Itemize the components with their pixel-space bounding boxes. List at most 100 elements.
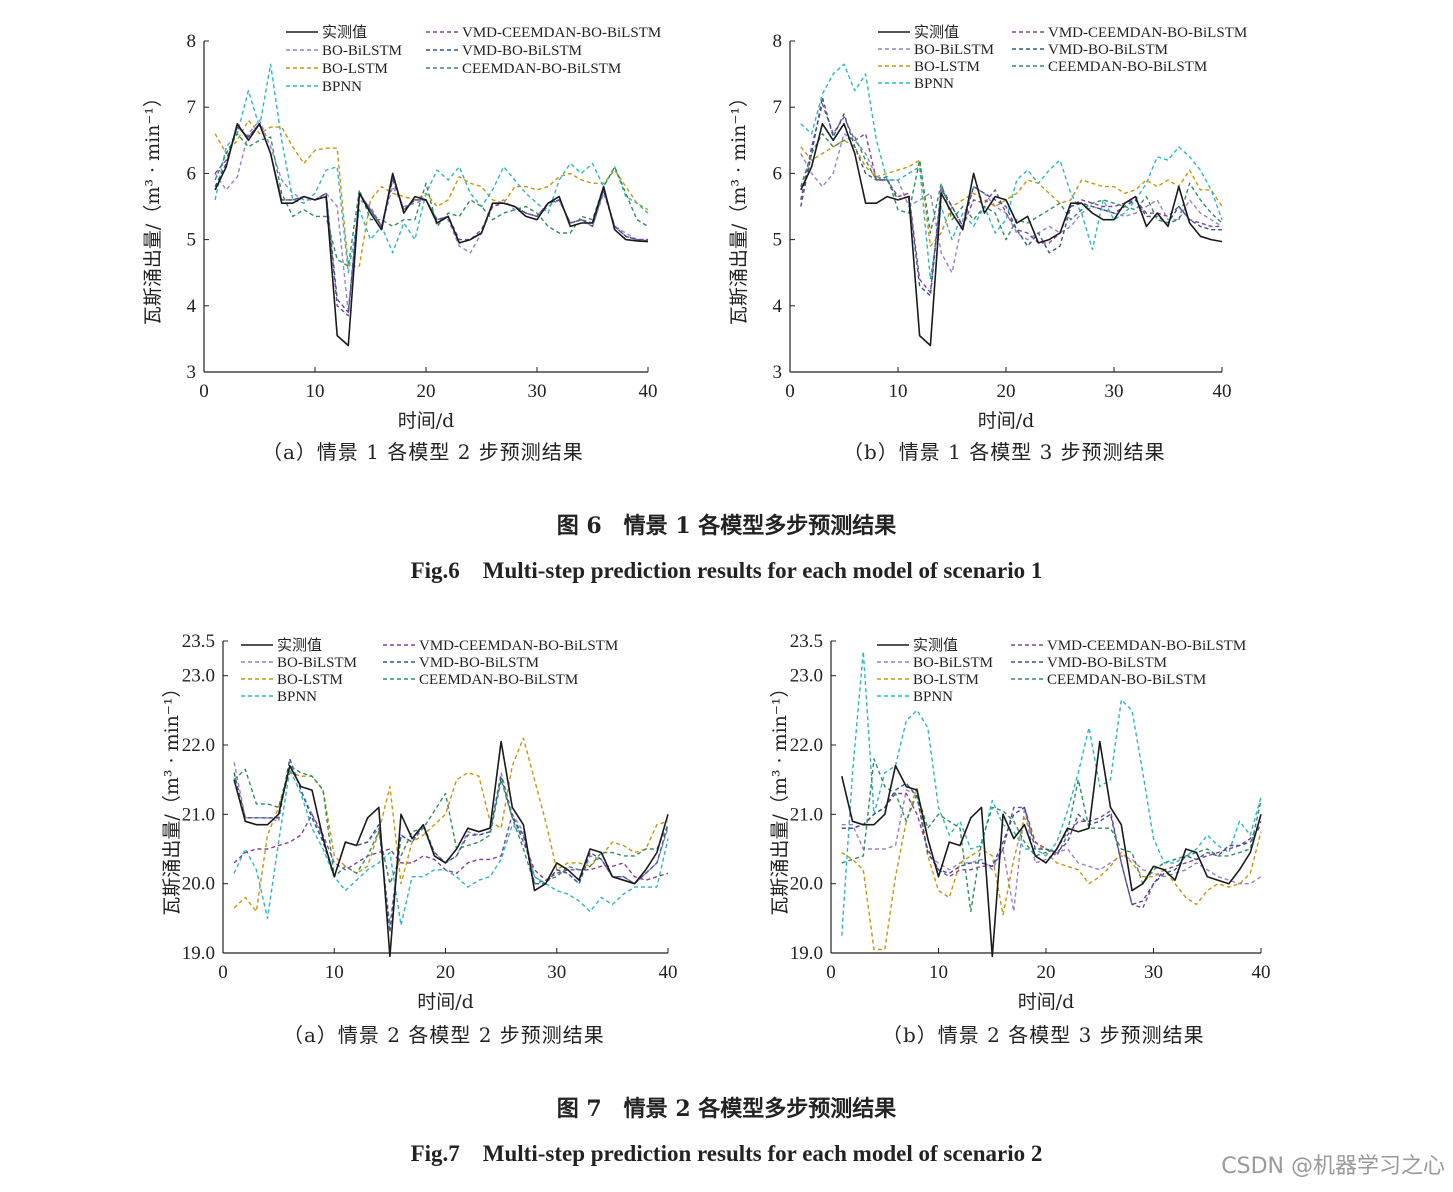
fig6a-legend-label-vmd_bo: VMD-BO-BiLSTM [462, 43, 582, 59]
fig7a-x-tick-label: 40 [659, 962, 678, 983]
fig7a-x-tick-label: 30 [547, 962, 566, 983]
fig6b-y-tick-label: 7 [773, 97, 783, 118]
fig7a-y-tick-label: 23.0 [182, 666, 215, 687]
fig6a-x-tick-label: 20 [417, 381, 436, 402]
fig7a-legend-label-bo_lstm: BO-LSTM [277, 672, 343, 688]
fig6a-series-vmd_ceemdan [214, 123, 648, 317]
fig6a-y-tick-label: 5 [187, 230, 197, 251]
fig7a-legend-label-actual: 实测值 [277, 637, 322, 654]
fig6b-x-tick-label: 40 [1213, 381, 1232, 402]
fig6b-legend-label-actual: 实测值 [914, 24, 959, 41]
fig6b-x-tick-label: 30 [1105, 381, 1124, 402]
fig7b-x-axis-title: 时间/d [1018, 991, 1075, 1013]
fig6a-series-vmd_bo [214, 123, 649, 314]
fig7b-legend-label-vmd_ceemdan: VMD-CEEMDAN-BO-BiLSTM [1047, 638, 1246, 654]
fig7a-subcaption: （a）情景 2 各模型 2 步预测结果 [283, 1023, 605, 1047]
fig7b-series-vmd_bo [841, 782, 1262, 906]
fig7b-y-tick-label: 22.0 [790, 735, 823, 756]
fig6a-x-tick-label: 40 [639, 381, 658, 402]
fig7b-y-tick-label: 20.0 [790, 874, 823, 895]
fig6b-y-tick-label: 5 [773, 230, 783, 251]
fig7a-legend-label-vmd_ceemdan: VMD-CEEMDAN-BO-BiLSTM [419, 638, 618, 654]
fig7b-x-tick-label: 30 [1144, 962, 1163, 983]
fig7a-legend-label-vmd_bo: VMD-BO-BiLSTM [419, 655, 539, 671]
fig7a-series-bo_bilstm [233, 758, 669, 926]
fig6a-series-actual [214, 123, 649, 347]
fig7b-subcaption: （b）情景 2 各模型 3 步预测结果 [882, 1023, 1205, 1047]
fig7-caption-cn: 图 7 情景 2 各模型多步预测结果 [556, 1096, 897, 1122]
fig6b-series-actual [800, 123, 1223, 347]
fig6b-legend-label-ceemdan_bo: CEEMDAN-BO-BiLSTM [1048, 59, 1207, 75]
fig6b-series-vmd_bo [800, 96, 1222, 297]
fig6a-subcaption: （a）情景 1 各模型 2 步预测结果 [262, 440, 584, 464]
fig6b-subcaption: （b）情景 1 各模型 3 步预测结果 [843, 440, 1166, 464]
fig6b-x-axis-title: 时间/d [978, 410, 1035, 432]
fig6-caption-cn: 图 6 情景 1 各模型多步预测结果 [556, 513, 897, 539]
fig6a-legend-label-vmd_ceemdan: VMD-CEEMDAN-BO-BiLSTM [462, 25, 661, 41]
fig6a-x-axis-title: 时间/d [398, 410, 455, 432]
fig6a-series-ceemdan_bo [214, 132, 649, 267]
fig6a-series-bo_bilstm [214, 119, 648, 314]
fig6b-legend-label-bo_lstm: BO-LSTM [914, 59, 980, 75]
fig7b-x-tick-label: 10 [929, 962, 948, 983]
fig6a-x-tick-label: 30 [528, 381, 547, 402]
fig7b-series-actual [841, 740, 1262, 958]
fig6b-x-tick-label: 10 [889, 381, 908, 402]
fig7a-y-tick-label: 20.0 [182, 874, 215, 895]
fig7b-y-tick-label: 23.5 [790, 631, 823, 652]
fig7a-legend-label-bo_bilstm: BO-BiLSTM [277, 655, 357, 671]
fig6b-y-tick-label: 8 [773, 31, 783, 52]
fig6a-legend-label-bo_bilstm: BO-BiLSTM [322, 43, 402, 59]
fig6a-y-tick-label: 8 [187, 31, 197, 52]
fig7a-x-axis-title: 时间/d [417, 991, 474, 1013]
fig6a-y-axis-title: 瓦斯涌出量/（m³ · min⁻¹） [142, 88, 164, 325]
fig7b-legend-label-bpnn: BPNN [913, 689, 953, 705]
fig6b-series-vmd_ceemdan [800, 103, 1222, 294]
fig6b-series-bo_bilstm [800, 132, 1223, 274]
fig7b-legend-label-actual: 实测值 [913, 637, 958, 654]
fig7a-series-vmd_ceemdan [233, 813, 669, 881]
fig7b-series-bo_lstm [841, 785, 1262, 951]
fig7b-y-tick-label: 21.0 [790, 804, 823, 825]
fig6b-y-tick-label: 6 [773, 163, 783, 184]
fig7b-legend-label-ceemdan_bo: CEEMDAN-BO-BiLSTM [1047, 672, 1206, 688]
fig7-caption-en: Fig.7 Multi-step prediction results for … [410, 1141, 1043, 1166]
fig7a-series-actual [233, 740, 669, 958]
fig7b-y-tick-label: 19.0 [790, 943, 823, 964]
fig6a-series-bo_lstm [214, 119, 649, 267]
fig7b-series-bpnn [841, 650, 1262, 936]
fig7a-legend-label-bpnn: BPNN [277, 689, 317, 705]
fig7a-y-tick-label: 21.0 [182, 804, 215, 825]
fig7b-legend-label-bo_bilstm: BO-BiLSTM [913, 655, 993, 671]
fig7b-legend-label-vmd_bo: VMD-BO-BiLSTM [1047, 655, 1167, 671]
fig7a-series-bo_lstm [233, 737, 669, 913]
fig6b-x-tick-label: 0 [785, 381, 795, 402]
fig7a-y-tick-label: 23.5 [182, 631, 215, 652]
fig6b-series-bpnn [800, 63, 1223, 280]
fig6a-x-tick-label: 10 [306, 381, 325, 402]
fig6-caption-en: Fig.6 Multi-step prediction results for … [410, 558, 1043, 583]
fig7a-series-vmd_bo [233, 758, 669, 933]
fig6b-legend-label-bo_bilstm: BO-BiLSTM [914, 42, 994, 58]
fig6a-legend-label-ceemdan_bo: CEEMDAN-BO-BiLSTM [462, 61, 621, 77]
fig7b-x-tick-label: 40 [1252, 962, 1271, 983]
fig6b-y-tick-label: 3 [773, 362, 783, 383]
fig6a-x-tick-label: 0 [199, 381, 209, 402]
fig7a-series-bpnn [233, 768, 669, 926]
fig6b-legend-label-vmd_bo: VMD-BO-BiLSTM [1048, 42, 1168, 58]
fig6a-legend-label-bpnn: BPNN [322, 79, 362, 95]
fig6b-y-tick-label: 4 [773, 296, 783, 317]
fig7b-y-axis-title: 瓦斯涌出量/（m³ · min⁻¹） [769, 678, 791, 915]
fig7b-y-tick-label: 23.0 [790, 666, 823, 687]
fig7a-y-axis-title: 瓦斯涌出量/（m³ · min⁻¹） [161, 678, 183, 915]
csdn-watermark: CSDN @机器学习之心 [1221, 1154, 1445, 1179]
fig7b-series-vmd_ceemdan [841, 792, 1262, 909]
fig7b-x-tick-label: 0 [826, 962, 836, 983]
fig6a-legend-label-bo_lstm: BO-LSTM [322, 61, 388, 77]
fig7b-legend-label-bo_lstm: BO-LSTM [913, 672, 979, 688]
fig6a-y-tick-label: 4 [187, 296, 197, 317]
